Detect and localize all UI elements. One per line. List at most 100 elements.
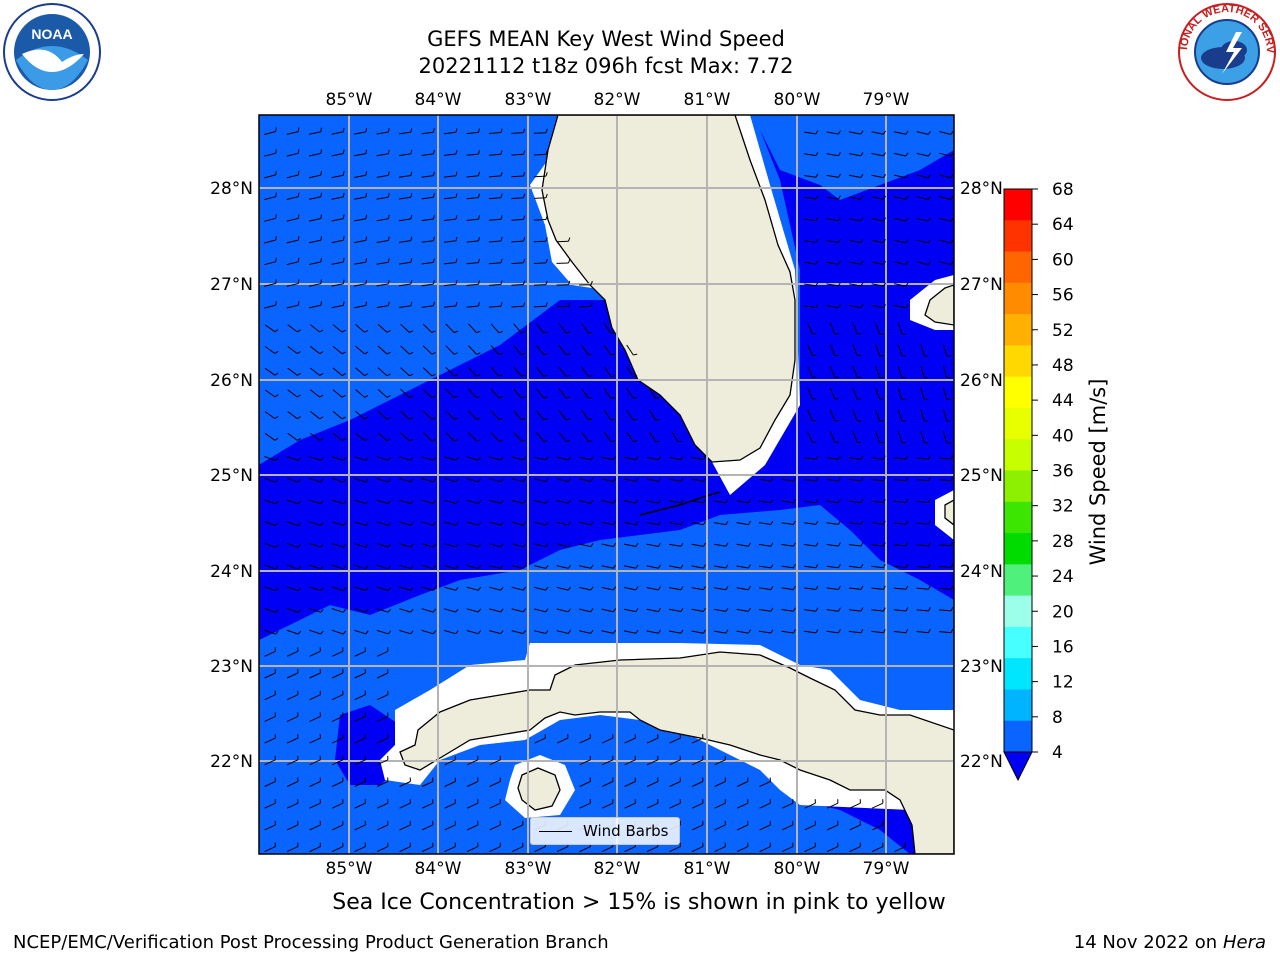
wind-barb-flag — [837, 542, 841, 547]
wind-barb — [736, 846, 749, 853]
wind-barb — [376, 240, 389, 243]
wind-barb-flag — [274, 329, 279, 333]
wind-barb — [376, 174, 389, 178]
wind-barb — [332, 389, 343, 398]
wind-barb — [533, 305, 547, 308]
wind-barb — [264, 174, 276, 179]
colorbar-tick-label: 24 — [1052, 567, 1074, 587]
lat-label: 22°N — [210, 752, 253, 772]
wind-barb-flag — [455, 215, 458, 220]
wind-barb-flag — [610, 375, 615, 378]
wind-barb-flag — [815, 173, 819, 178]
wind-barb — [624, 759, 636, 766]
wind-barb-flag — [860, 282, 864, 287]
wind-barb — [399, 478, 411, 483]
wind-barb — [556, 456, 569, 461]
wind-barb — [714, 824, 726, 831]
wind-barb — [829, 431, 836, 443]
wind-barb — [264, 477, 276, 483]
wind-barb-flag — [274, 394, 279, 398]
wind-barb-flag — [387, 521, 392, 526]
wind-barb — [421, 629, 434, 635]
wind-barb — [400, 432, 410, 442]
colorbar-segment — [1004, 720, 1032, 753]
wind-barb-flag — [342, 456, 347, 461]
wind-barb-flag — [409, 330, 414, 333]
wind-barb-flag — [588, 331, 593, 334]
wind-barb — [736, 565, 749, 569]
wind-barb-flag — [364, 394, 369, 398]
wind-barb-flag — [365, 543, 369, 548]
wind-barb-flag — [635, 456, 639, 460]
wind-barb — [466, 456, 479, 461]
wind-barb — [691, 587, 704, 591]
wind-barb-flag — [500, 564, 504, 569]
lat-label: 26°N — [210, 371, 253, 391]
wind-barb-flag — [590, 477, 594, 482]
wind-barb — [286, 759, 299, 766]
wind-barb — [579, 456, 591, 461]
wind-barb — [669, 630, 681, 634]
wind-barb — [421, 608, 434, 613]
wind-barb-flag — [792, 499, 796, 504]
wind-barb — [669, 565, 681, 569]
wind-barb-flag — [905, 260, 909, 265]
wind-barb-flag — [860, 173, 864, 178]
wind-barb-flag — [478, 171, 480, 176]
wind-barb — [829, 409, 836, 421]
wind-barb — [603, 409, 612, 421]
wind-barb-flag — [387, 258, 390, 263]
wind-barb-flag — [568, 302, 571, 307]
legend-line-icon — [539, 831, 572, 832]
wind-barb — [309, 389, 321, 398]
wind-barb-flag — [364, 329, 369, 333]
wind-barb — [376, 781, 389, 787]
wind-barb-flag — [432, 301, 435, 306]
wind-barb — [848, 544, 862, 547]
wind-barb-flag — [680, 564, 684, 569]
wind-barb — [781, 478, 794, 482]
wind-barb — [938, 479, 952, 482]
colorbar-tick-label: 64 — [1052, 215, 1074, 235]
wind-barb-flag — [860, 455, 864, 460]
wind-barb — [533, 153, 547, 156]
wind-barb — [826, 609, 839, 612]
wind-barb-flag — [320, 236, 322, 241]
wind-barb-flag — [297, 394, 301, 398]
wind-barb-flag — [635, 521, 639, 526]
wind-barb — [511, 456, 524, 461]
wind-barb — [421, 196, 434, 200]
wind-barb — [354, 737, 366, 744]
wind-barb-flag — [657, 456, 661, 460]
wind-barb — [287, 367, 298, 376]
lon-label: 80°W — [774, 859, 821, 879]
wind-barb-flag — [387, 565, 392, 570]
wind-barb — [308, 152, 322, 157]
wind-barb-flag — [297, 214, 300, 219]
wind-barb — [558, 409, 567, 421]
wind-barb — [534, 500, 546, 504]
wind-barb-flag — [297, 329, 301, 333]
wind-barb — [466, 586, 479, 591]
wind-barb — [354, 521, 366, 526]
wind-barb — [646, 759, 659, 766]
wind-barb — [826, 131, 839, 135]
wind-barb — [399, 586, 411, 591]
wind-barb — [444, 543, 456, 548]
wind-barb-flag — [387, 171, 390, 176]
wind-barb — [875, 344, 880, 356]
wind-barb — [939, 196, 951, 201]
wind-barb — [466, 824, 479, 831]
colorbar-segment — [1004, 626, 1032, 659]
wind-barb-flag — [478, 215, 480, 220]
wind-barb-flag — [341, 373, 346, 376]
wind-barb — [264, 802, 276, 809]
wind-barb-flag — [882, 152, 887, 157]
wind-barb — [691, 543, 704, 547]
lon-label: 82°W — [594, 90, 641, 110]
wind-barb-flag — [702, 607, 706, 612]
wind-barb-flag — [566, 374, 571, 377]
wind-barb — [691, 500, 704, 504]
wind-barb-flag — [275, 214, 277, 219]
wind-barb — [897, 430, 903, 443]
